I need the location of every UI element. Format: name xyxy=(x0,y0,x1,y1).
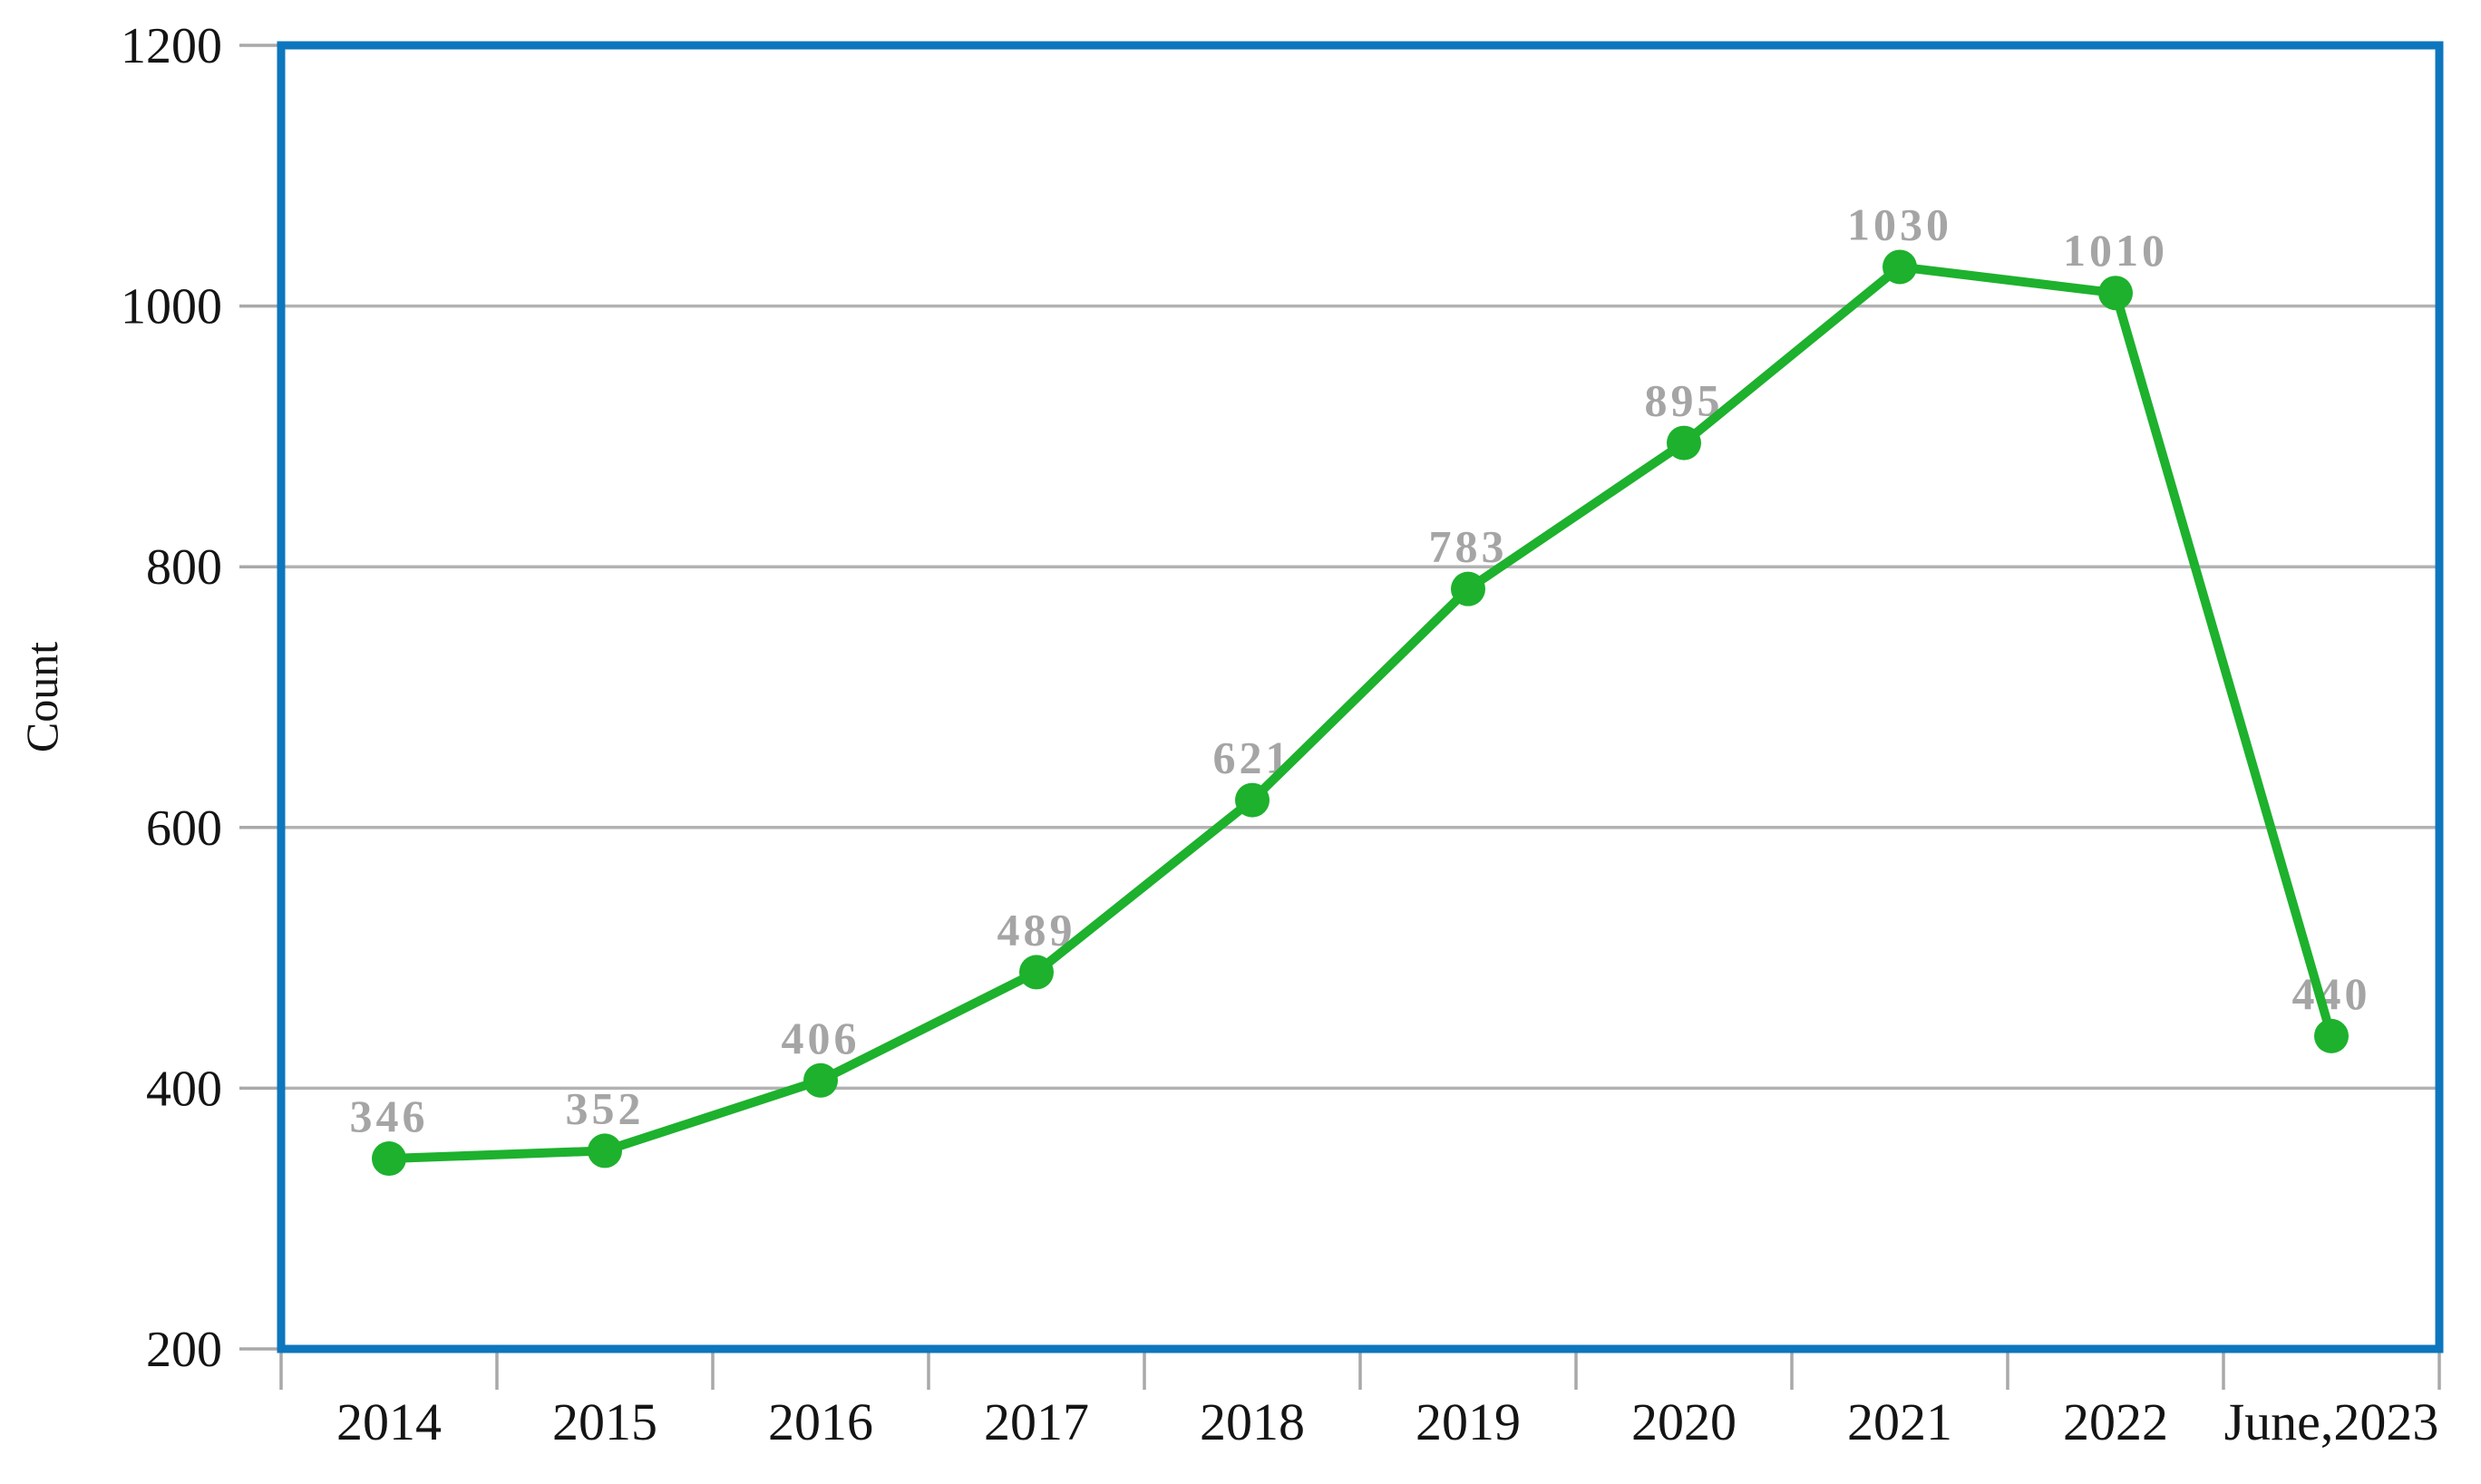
x-category-label-2017: 2017 xyxy=(984,1392,1089,1451)
data-point-marker-2015 xyxy=(588,1133,622,1169)
data-point-marker-2017 xyxy=(1019,955,1054,990)
y-tick-label-1200: 1200 xyxy=(121,18,222,74)
y-tick-label-800: 800 xyxy=(146,539,222,596)
data-point-marker-2021 xyxy=(1883,249,1917,285)
x-category-label-2016: 2016 xyxy=(768,1392,873,1451)
y-tick-label-1000: 1000 xyxy=(121,279,222,335)
data-point-label-2016: 406 xyxy=(782,1013,861,1063)
x-category-label-June,2023: June,2023 xyxy=(2224,1392,2439,1451)
data-point-label-2020: 895 xyxy=(1645,375,1724,426)
data-point-label-2022: 1010 xyxy=(2063,225,2168,276)
y-tick-label-600: 600 xyxy=(146,800,222,857)
data-point-label-2021: 1030 xyxy=(1847,199,1952,249)
y-axis-title: Count xyxy=(16,642,67,752)
data-point-marker-2014 xyxy=(372,1141,406,1177)
data-point-label-2014: 346 xyxy=(350,1091,429,1141)
data-point-label-June,2023: 440 xyxy=(2292,968,2371,1019)
x-category-label-2020: 2020 xyxy=(1631,1392,1737,1451)
x-category-label-2019: 2019 xyxy=(1416,1392,1521,1451)
data-point-marker-June,2023 xyxy=(2314,1018,2349,1053)
y-tick-label-200: 200 xyxy=(146,1322,222,1378)
x-category-label-2021: 2021 xyxy=(1847,1392,1952,1451)
x-category-label-2022: 2022 xyxy=(2063,1392,2168,1451)
x-category-label-2018: 2018 xyxy=(1200,1392,1305,1451)
data-point-marker-2019 xyxy=(1451,571,1485,606)
x-category-label-2014: 2014 xyxy=(336,1392,442,1451)
data-point-marker-2016 xyxy=(803,1062,838,1098)
data-point-label-2017: 489 xyxy=(997,904,1076,955)
plot-border xyxy=(277,41,2444,1353)
data-point-marker-2018 xyxy=(1235,782,1270,818)
data-point-label-2019: 783 xyxy=(1429,521,1508,572)
series-line xyxy=(384,262,2336,1164)
y-tick-label-400: 400 xyxy=(146,1061,222,1117)
data-point-marker-2020 xyxy=(1667,425,1701,461)
data-point-label-2015: 352 xyxy=(566,1082,645,1133)
x-category-label-2015: 2015 xyxy=(552,1392,657,1451)
data-point-marker-2022 xyxy=(2098,276,2133,311)
